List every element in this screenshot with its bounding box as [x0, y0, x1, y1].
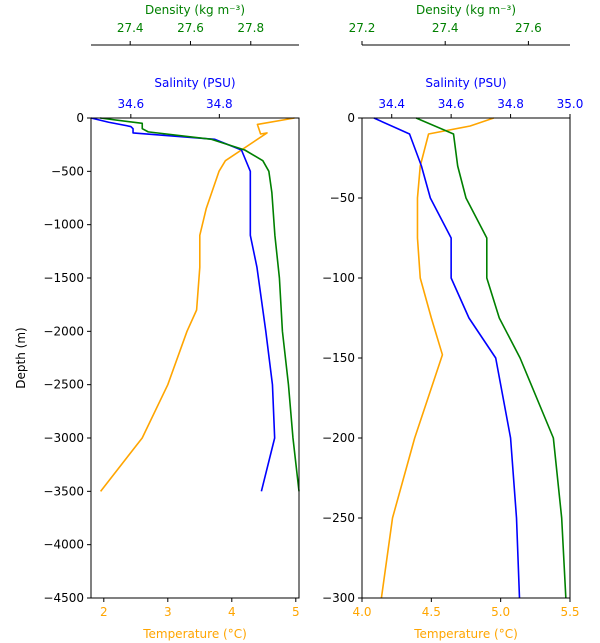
right-temperature-axis: 4.0 4.5 5.0 5.5 — [352, 598, 580, 619]
right-depth-tick-label: −100 — [322, 271, 355, 285]
left-salinity-profile-line — [90, 117, 276, 492]
left-temperature-label: Temperature (°C) — [142, 627, 247, 641]
right-salinity-tick-label: 34.4 — [378, 97, 405, 111]
right-temperature-tick-label: 5.0 — [491, 605, 510, 619]
right-temperature-profile-line — [380, 117, 494, 599]
left-temperature-axis: 2 3 4 5 — [100, 598, 300, 619]
left-depth-tick-label: −3000 — [43, 431, 84, 445]
right-depth-axis: 0 −50 −100 −150 −200 −250 −300 — [322, 111, 362, 605]
right-density-axis: 27.2 27.4 27.6 — [349, 21, 570, 46]
right-depth-tick-label: −150 — [322, 351, 355, 365]
left-depth-tick-label: −1000 — [43, 218, 84, 232]
right-depth-tick-label: −300 — [322, 591, 355, 605]
left-temperature-tick-label: 2 — [100, 605, 108, 619]
right-depth-tick-label: −250 — [322, 511, 355, 525]
right-density-tick-label: 27.4 — [432, 21, 459, 35]
right-salinity-label: Salinity (PSU) — [425, 76, 506, 90]
right-plot-area — [361, 117, 571, 599]
left-depth-tick-label: −3500 — [43, 484, 84, 498]
left-density-axis: 27.4 27.6 27.8 — [91, 21, 299, 46]
right-salinity-tick-label: 34.6 — [438, 97, 465, 111]
left-panel: 27.4 27.6 27.8 34.6 34.8 2 3 4 5 0 −500 −1000 −15… — [43, 3, 300, 641]
right-temperature-tick-label: 4.0 — [352, 605, 371, 619]
left-depth-tick-label: −4500 — [43, 591, 84, 605]
right-temperature-label: Temperature (°C) — [413, 627, 518, 641]
right-panel: 27.2 27.4 27.6 34.4 34.6 34.8 35.0 4.0 4.5 5.0 5… — [322, 3, 583, 641]
left-depth-axis: 0 −500 −1000 −1500 −2000 −2500 −3000 −3500 −4000… — [43, 111, 91, 605]
left-density-label: Density (kg m⁻³) — [145, 3, 245, 17]
left-depth-tick-label: −2000 — [43, 324, 84, 338]
left-depth-tick-label: 0 — [76, 111, 84, 125]
right-temperature-tick-label: 4.5 — [422, 605, 441, 619]
left-plot-frame — [90, 117, 300, 599]
right-density-tick-label: 27.2 — [349, 21, 376, 35]
left-plot-area — [90, 117, 300, 599]
left-depth-tick-label: −500 — [51, 164, 84, 178]
y-axis-label: Depth (m) — [14, 327, 28, 388]
left-temperature-tick-label: 4 — [228, 605, 236, 619]
left-density-tick-label: 27.8 — [237, 21, 264, 35]
right-depth-tick-label: −200 — [322, 431, 355, 445]
left-depth-tick-label: −1500 — [43, 271, 84, 285]
left-density-tick-label: 27.6 — [177, 21, 204, 35]
left-depth-tick-label: −4000 — [43, 538, 84, 552]
left-temperature-profile-line — [99, 117, 295, 492]
left-density-profile-line — [99, 117, 300, 492]
left-salinity-label: Salinity (PSU) — [154, 76, 235, 90]
left-salinity-axis: 34.6 34.8 — [117, 97, 233, 118]
left-depth-tick-label: −2500 — [43, 378, 84, 392]
right-depth-tick-label: 0 — [347, 111, 355, 125]
right-temperature-tick-label: 5.5 — [560, 605, 579, 619]
right-density-label: Density (kg m⁻³) — [416, 3, 516, 17]
right-plot-frame — [361, 117, 571, 599]
left-salinity-tick-label: 34.6 — [117, 97, 144, 111]
right-salinity-tick-label: 35.0 — [557, 97, 584, 111]
left-density-tick-label: 27.4 — [117, 21, 144, 35]
right-salinity-tick-label: 34.8 — [497, 97, 524, 111]
right-salinity-axis: 34.4 34.6 34.8 35.0 — [378, 97, 583, 118]
left-temperature-tick-label: 3 — [164, 605, 172, 619]
left-salinity-tick-label: 34.8 — [206, 97, 233, 111]
right-density-tick-label: 27.6 — [515, 21, 542, 35]
right-salinity-profile-line — [373, 117, 521, 599]
right-depth-tick-label: −50 — [330, 191, 355, 205]
right-density-profile-line — [415, 117, 567, 599]
left-temperature-tick-label: 5 — [292, 605, 300, 619]
